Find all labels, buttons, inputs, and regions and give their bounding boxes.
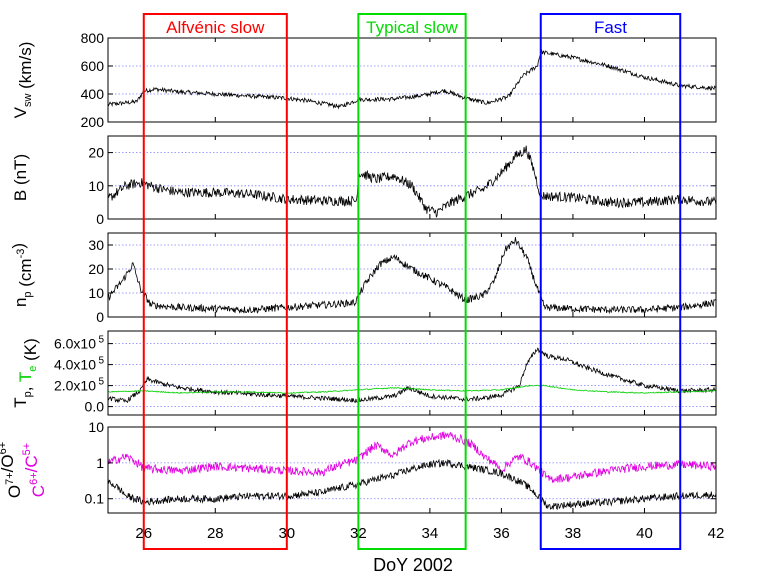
panel-vsw: 200 400 600 800 Vsw (km/s) [11, 30, 717, 130]
y-axis-label-ratios: O7+/O6+ [0, 442, 24, 498]
panel-np: 0 10 20 30 np (cm-3) [9, 232, 717, 325]
y-tick-label: 20 [88, 145, 104, 161]
panel-frame [107, 232, 717, 318]
y-tick-label-exponent: 5 [98, 356, 104, 367]
series-te [107, 384, 717, 394]
x-tick-label: 40 [636, 525, 653, 542]
series-c_ratio [107, 431, 717, 484]
panel-b: 0 10 20 B (nT) [11, 135, 717, 227]
y-tick-label: 20 [88, 261, 104, 277]
series-o_ratio [107, 458, 717, 511]
y-tick-label: 4.0x10 [54, 357, 96, 373]
y-tick-label: 600 [81, 58, 105, 74]
region-box [142, 13, 288, 550]
y-tick-label: 0 [96, 309, 104, 325]
y-tick-label: 10 [88, 419, 104, 435]
region-label: Fast [594, 18, 627, 37]
y-tick-label: 800 [81, 30, 105, 46]
x-tick-label: 38 [565, 525, 582, 542]
y-axis-label-vsw: Vsw (km/s) [11, 42, 35, 119]
x-tick-label: 42 [708, 525, 725, 542]
x-tick-label: 34 [422, 525, 439, 542]
y-tick-label: 30 [88, 237, 104, 253]
y-tick-label: 10 [88, 285, 104, 301]
series-np [107, 237, 717, 315]
y-tick-label: 400 [81, 86, 105, 102]
x-tick-label: 30 [278, 525, 295, 542]
panel-frame [107, 426, 717, 514]
region-box [357, 13, 467, 550]
y-tick-label: 0.1 [85, 491, 105, 507]
series-b [107, 145, 717, 218]
y-axis-label-b: B (nT) [11, 154, 30, 201]
x-tick-label: 32 [350, 525, 367, 542]
region-label: Typical slow [366, 18, 458, 37]
panel-frame [107, 37, 717, 123]
y-tick-label: 0 [96, 211, 104, 227]
series-vsw [107, 49, 717, 110]
y-tick-label: 0.0 [85, 399, 105, 415]
region-label: Alfvénic slow [166, 18, 265, 37]
panel-frame [107, 330, 717, 416]
x-tick-label: 26 [135, 525, 152, 542]
x-tick-label: 36 [493, 525, 510, 542]
y-tick-label-exponent: 5 [98, 335, 104, 346]
y-tick-label: 6.0x10 [54, 336, 96, 352]
y-tick-label: 1 [96, 455, 104, 471]
panel-ratios: 0.1 1 10 O7+/O6+C6+/C5+ [0, 419, 717, 514]
panel-t: 0.02.0x10 54.0x10 56.0x10 5Tp, Te (K) [11, 330, 717, 416]
y-axis-label-ratios-2: C6+/C5+ [21, 443, 48, 497]
y-tick-label: 10 [88, 178, 104, 194]
y-tick-label-exponent: 5 [98, 377, 104, 388]
x-axis: 26 28 30 32 34 36 38 40 42 [135, 525, 724, 542]
y-axis-label-np: np (cm-3) [9, 243, 35, 307]
x-tick-label: 28 [207, 525, 224, 542]
regions-layer: Alfvénic slow Typical slow Fast [142, 13, 682, 550]
y-axis-label-t: Tp, Te (K) [11, 338, 40, 408]
series-tp [107, 347, 717, 404]
panel-frame [107, 135, 717, 220]
y-tick-label: 2.0x10 [54, 378, 96, 394]
region-box [539, 13, 682, 550]
x-axis-label: DoY 2002 [373, 555, 453, 575]
y-tick-label: 200 [81, 114, 105, 130]
